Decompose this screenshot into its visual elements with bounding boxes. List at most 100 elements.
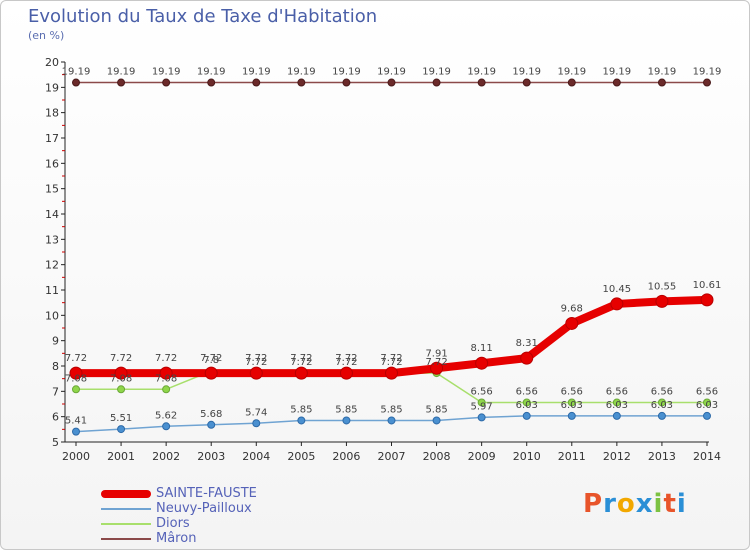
y-tick-label: 15 xyxy=(45,183,59,196)
data-label: 19.19 xyxy=(62,67,91,78)
data-label: 6.56 xyxy=(561,386,583,397)
data-label: 7.72 xyxy=(155,353,177,364)
y-tick-label: 11 xyxy=(45,284,59,297)
x-tick-label: 2011 xyxy=(558,450,586,463)
data-point xyxy=(700,293,714,307)
data-point xyxy=(72,427,80,436)
data-point xyxy=(657,411,666,420)
data-label: 7.08 xyxy=(65,373,87,384)
data-label: 7.72 xyxy=(290,353,312,364)
legend-label: Neuvy-Pailloux xyxy=(156,501,252,516)
data-point xyxy=(117,385,126,394)
data-point xyxy=(72,385,80,394)
data-point xyxy=(522,398,531,407)
data-point xyxy=(567,411,576,420)
data-point xyxy=(249,366,263,380)
data-label: 10.55 xyxy=(648,281,677,292)
data-label: 5.41 xyxy=(65,416,87,427)
data-label: 7.72 xyxy=(380,353,402,364)
data-point xyxy=(72,78,80,87)
data-label: 19.19 xyxy=(377,67,406,78)
data-point xyxy=(703,398,711,407)
legend-swatch xyxy=(101,538,151,540)
data-label: 6.03 xyxy=(651,400,673,411)
data-label: 5.62 xyxy=(155,410,177,421)
data-point xyxy=(430,361,444,375)
data-point xyxy=(159,366,173,380)
y-tick-label: 6 xyxy=(52,411,59,424)
data-label: 6.56 xyxy=(606,386,628,397)
data-label: 19.19 xyxy=(557,67,586,78)
data-point xyxy=(162,385,171,394)
proxiti-logo: Proxiti xyxy=(583,489,687,519)
legend-label: Diors xyxy=(156,516,190,531)
data-label: 8.31 xyxy=(516,338,538,349)
x-tick-label: 2008 xyxy=(423,450,451,463)
data-label: 7.72 xyxy=(290,357,312,368)
legend-label: Mâron xyxy=(156,531,197,546)
data-point xyxy=(567,398,576,407)
legend-label: SAINTE-FAUSTE xyxy=(156,486,257,501)
data-label: 5.74 xyxy=(245,407,267,418)
data-label: 7.72 xyxy=(65,353,87,364)
data-label: 19.19 xyxy=(693,67,722,78)
x-tick-label: 2000 xyxy=(62,450,90,463)
data-label: 5.51 xyxy=(110,413,132,424)
data-label: 9.68 xyxy=(561,303,583,314)
data-point xyxy=(612,411,621,420)
y-tick-label: 19 xyxy=(45,81,59,94)
data-label: 6.03 xyxy=(606,400,628,411)
data-label: 19.19 xyxy=(648,67,677,78)
data-point xyxy=(252,419,261,428)
data-label: 5.85 xyxy=(380,404,402,415)
data-point xyxy=(297,416,306,425)
legend-swatch xyxy=(101,523,151,525)
data-label: 7.72 xyxy=(110,353,132,364)
legend-swatch xyxy=(101,490,151,498)
data-point xyxy=(387,416,396,425)
data-point xyxy=(342,416,351,425)
data-point xyxy=(294,366,308,380)
data-point xyxy=(114,366,128,380)
data-point xyxy=(69,366,83,380)
data-point xyxy=(252,78,261,87)
data-label: 8.11 xyxy=(471,343,493,354)
data-point xyxy=(657,398,666,407)
data-point xyxy=(612,398,621,407)
x-tick-label: 2012 xyxy=(603,450,631,463)
data-point xyxy=(162,422,171,431)
data-label: 6.03 xyxy=(696,400,718,411)
y-tick-label: 7 xyxy=(52,385,59,398)
data-point xyxy=(204,366,218,380)
data-label: 6.56 xyxy=(471,386,493,397)
data-label: 5.85 xyxy=(335,404,357,415)
data-label: 10.61 xyxy=(693,280,722,291)
y-tick-label: 10 xyxy=(45,309,59,322)
data-point xyxy=(703,411,711,420)
data-label: 6.03 xyxy=(516,400,538,411)
y-tick-label: 13 xyxy=(45,233,59,246)
chart-subtitle: (en %) xyxy=(28,29,65,42)
x-tick-label: 2013 xyxy=(648,450,676,463)
data-label: 19.19 xyxy=(197,67,226,78)
data-label: 10.45 xyxy=(603,284,632,295)
data-label: 6.56 xyxy=(696,386,718,397)
data-label: 5.68 xyxy=(200,409,222,420)
data-point xyxy=(565,316,579,330)
data-label: 5.85 xyxy=(425,404,447,415)
data-point xyxy=(567,78,576,87)
y-tick-label: 12 xyxy=(45,259,59,272)
data-label: 7.72 xyxy=(335,357,357,368)
data-label: 5.85 xyxy=(290,404,312,415)
data-point xyxy=(610,297,624,311)
y-tick-label: 18 xyxy=(45,107,59,120)
data-label: 19.19 xyxy=(512,67,541,78)
data-label: 19.19 xyxy=(332,67,361,78)
data-label: 6.56 xyxy=(651,386,673,397)
data-point xyxy=(162,78,171,87)
data-label: 7.72 xyxy=(335,353,357,364)
y-tick-label: 16 xyxy=(45,157,59,170)
x-tick-label: 2003 xyxy=(197,450,225,463)
data-point xyxy=(655,294,669,308)
